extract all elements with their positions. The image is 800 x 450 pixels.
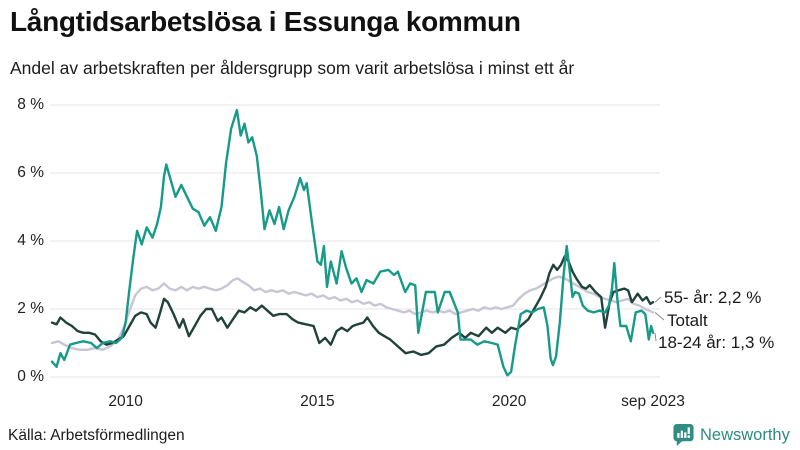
x-tick-label: sep 2023 [621, 393, 685, 410]
series-label-18-24 år: 18-24 år: 1,3 % [658, 333, 775, 352]
x-tick-label: 2010 [108, 393, 143, 410]
y-tick-label: 4 % [17, 232, 44, 249]
newsworthy-brand: Newsworthy [672, 423, 790, 447]
y-tick-label: 0 % [17, 368, 44, 385]
series-line-18-24 år [50, 108, 655, 377]
series-line-Totalt [50, 275, 655, 351]
x-tick-label: 2015 [300, 393, 335, 410]
series-line-55- år [50, 255, 655, 357]
series-label-Totalt: Totalt [667, 311, 708, 330]
y-tick-label: 8 % [17, 96, 44, 113]
page-subtitle: Andel av arbetskraften per åldersgrupp s… [10, 58, 575, 78]
newsworthy-logo-icon [673, 423, 694, 447]
x-tick-label: 2020 [491, 393, 527, 410]
page-title: Långtidsarbetslösa i Essunga kommun [10, 6, 521, 37]
y-tick-label: 2 % [17, 300, 44, 317]
brand-name: Newsworthy [700, 425, 790, 444]
annotation-leader-18-24 år [654, 332, 657, 342]
annotation-leader-55- år [654, 296, 662, 303]
series-label-55- år: 55- år: 2,2 % [664, 288, 762, 307]
source-note: Källa: Arbetsförmedlingen [8, 427, 185, 444]
y-tick-label: 6 % [17, 164, 44, 181]
annotation-leader-Totalt [654, 312, 665, 321]
